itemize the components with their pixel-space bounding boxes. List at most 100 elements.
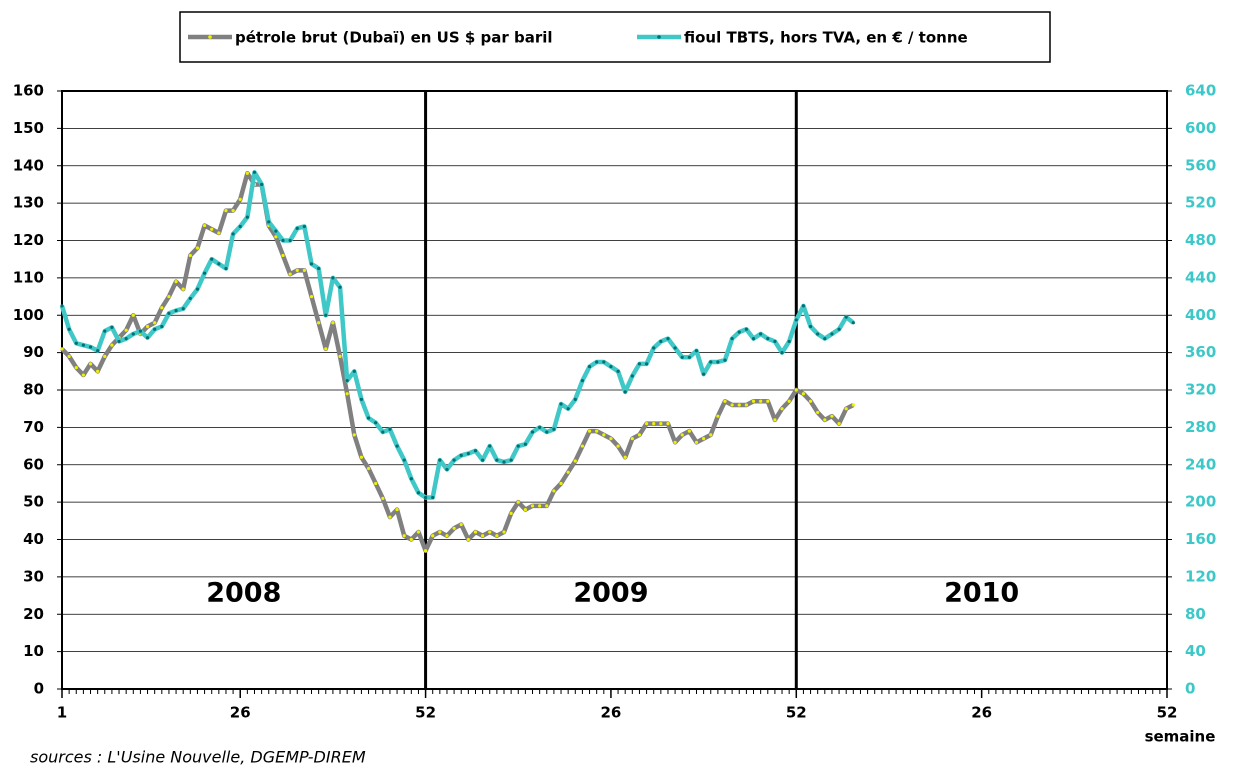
marker xyxy=(538,504,542,508)
marker xyxy=(552,427,556,431)
y2-tick-label: 400 xyxy=(1185,306,1216,324)
y-tick-label: 60 xyxy=(23,455,44,473)
marker xyxy=(395,444,399,448)
marker xyxy=(523,442,527,446)
marker xyxy=(217,231,221,235)
marker xyxy=(751,337,756,341)
x-axis-label: semaine xyxy=(1145,728,1216,746)
series-line xyxy=(60,170,855,553)
marker xyxy=(67,327,71,331)
marker xyxy=(495,458,499,462)
marker xyxy=(794,388,798,392)
marker xyxy=(837,422,841,426)
legend-box xyxy=(179,11,1051,63)
marker xyxy=(844,407,848,411)
marker xyxy=(773,339,777,344)
marker xyxy=(74,341,78,345)
marker xyxy=(288,238,292,243)
marker xyxy=(174,308,178,313)
marker xyxy=(245,171,249,175)
marker xyxy=(709,360,713,364)
marker xyxy=(787,399,791,403)
y2-tick-label: 280 xyxy=(1185,418,1216,436)
marker xyxy=(502,460,506,464)
marker xyxy=(274,229,278,233)
marker xyxy=(830,332,834,336)
marker xyxy=(317,321,321,325)
marker xyxy=(309,262,314,266)
marker xyxy=(580,444,585,448)
marker xyxy=(630,374,634,378)
marker xyxy=(345,392,349,396)
y2-tick-label: 240 xyxy=(1185,455,1216,473)
year-label: 2009 xyxy=(573,578,648,609)
y-tick-label: 40 xyxy=(23,530,44,548)
marker xyxy=(67,354,71,358)
marker xyxy=(131,313,135,317)
marker xyxy=(787,339,791,344)
marker xyxy=(153,321,157,325)
y-tick-label: 0 xyxy=(34,680,44,698)
marker xyxy=(131,332,135,336)
marker xyxy=(274,235,278,239)
marker xyxy=(295,226,299,230)
marker xyxy=(388,515,392,519)
marker xyxy=(737,330,741,334)
marker xyxy=(295,268,299,272)
marker xyxy=(423,495,428,500)
marker xyxy=(124,328,128,332)
marker xyxy=(88,362,93,366)
marker xyxy=(145,336,150,340)
year-label: 2010 xyxy=(944,578,1019,609)
marker xyxy=(509,511,513,515)
marker xyxy=(160,324,164,329)
y-tick-label: 130 xyxy=(13,194,44,212)
y-tick-label: 120 xyxy=(13,231,44,249)
plot-frame xyxy=(61,90,1168,690)
marker xyxy=(459,522,463,527)
marker xyxy=(488,444,492,448)
marker xyxy=(238,197,242,201)
marker xyxy=(623,390,627,394)
y2-tick-label: 360 xyxy=(1185,343,1216,361)
marker xyxy=(545,430,549,434)
marker xyxy=(281,238,285,243)
marker xyxy=(545,504,549,508)
marker xyxy=(103,329,107,333)
marker xyxy=(231,209,235,213)
marker xyxy=(431,534,435,538)
marker xyxy=(302,268,306,272)
marker xyxy=(488,530,492,534)
marker xyxy=(801,304,806,308)
marker xyxy=(224,209,228,213)
marker xyxy=(687,429,691,433)
marker xyxy=(374,481,378,486)
marker xyxy=(423,549,428,553)
marker xyxy=(409,537,413,542)
marker xyxy=(744,403,748,407)
marker xyxy=(609,436,613,441)
marker xyxy=(160,306,164,310)
y-tick-label: 160 xyxy=(13,82,44,100)
marker xyxy=(709,433,713,437)
y-tick-label: 70 xyxy=(23,418,44,436)
marker xyxy=(188,296,192,301)
marker xyxy=(759,332,763,336)
marker xyxy=(409,477,413,481)
y-tick-label: 80 xyxy=(23,381,44,399)
marker xyxy=(481,458,485,462)
y-tick-label: 10 xyxy=(23,642,44,660)
marker xyxy=(502,530,506,534)
x-tick-label: 52 xyxy=(415,704,436,722)
marker xyxy=(167,294,171,299)
y2-tick-label: 560 xyxy=(1185,156,1216,174)
marker xyxy=(81,343,85,347)
y2-tick-label: 640 xyxy=(1185,82,1216,100)
y-tick-label: 140 xyxy=(13,156,44,174)
marker xyxy=(473,449,478,453)
marker xyxy=(338,354,342,358)
marker xyxy=(88,345,93,349)
marker xyxy=(559,481,563,486)
marker xyxy=(559,402,563,406)
marker xyxy=(195,246,200,250)
